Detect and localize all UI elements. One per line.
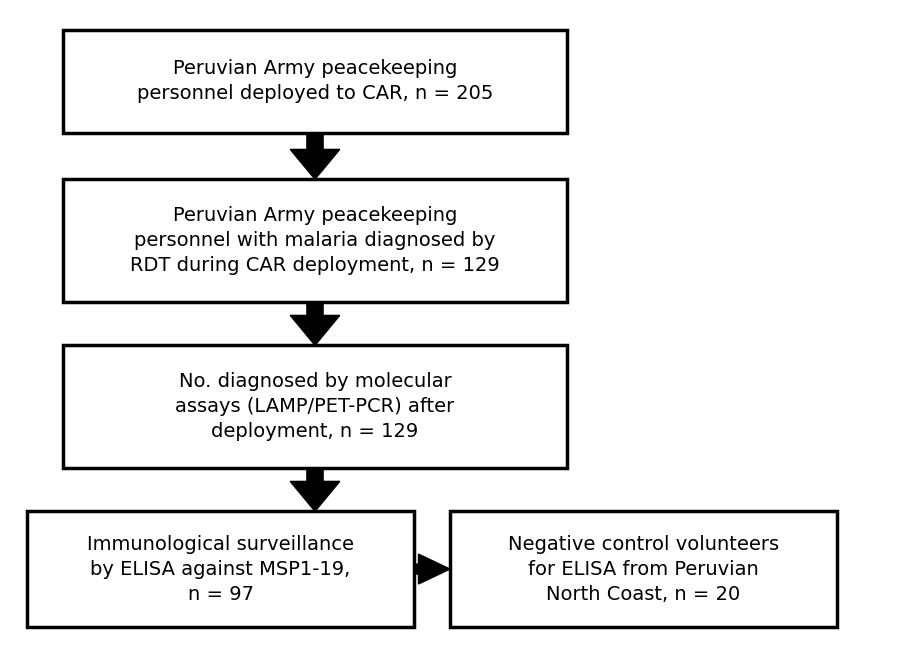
FancyArrow shape: [290, 133, 340, 179]
FancyBboxPatch shape: [27, 511, 414, 627]
Text: Peruvian Army peacekeeping
personnel deployed to CAR, n = 205: Peruvian Army peacekeeping personnel dep…: [137, 59, 493, 104]
Text: Negative control volunteers
for ELISA from Peruvian
North Coast, n = 20: Negative control volunteers for ELISA fr…: [508, 535, 779, 604]
FancyBboxPatch shape: [450, 511, 837, 627]
FancyArrow shape: [290, 468, 340, 511]
Text: Immunological surveillance
by ELISA against MSP1-19,
n = 97: Immunological surveillance by ELISA agai…: [87, 535, 354, 604]
Text: Peruvian Army peacekeeping
personnel with malaria diagnosed by
RDT during CAR de: Peruvian Army peacekeeping personnel wit…: [130, 207, 500, 275]
Text: No. diagnosed by molecular
assays (LAMP/PET-PCR) after
deployment, n = 129: No. diagnosed by molecular assays (LAMP/…: [176, 373, 454, 441]
FancyArrow shape: [290, 302, 340, 345]
FancyBboxPatch shape: [63, 345, 567, 468]
FancyBboxPatch shape: [63, 30, 567, 133]
FancyBboxPatch shape: [63, 179, 567, 302]
FancyArrow shape: [414, 554, 450, 584]
